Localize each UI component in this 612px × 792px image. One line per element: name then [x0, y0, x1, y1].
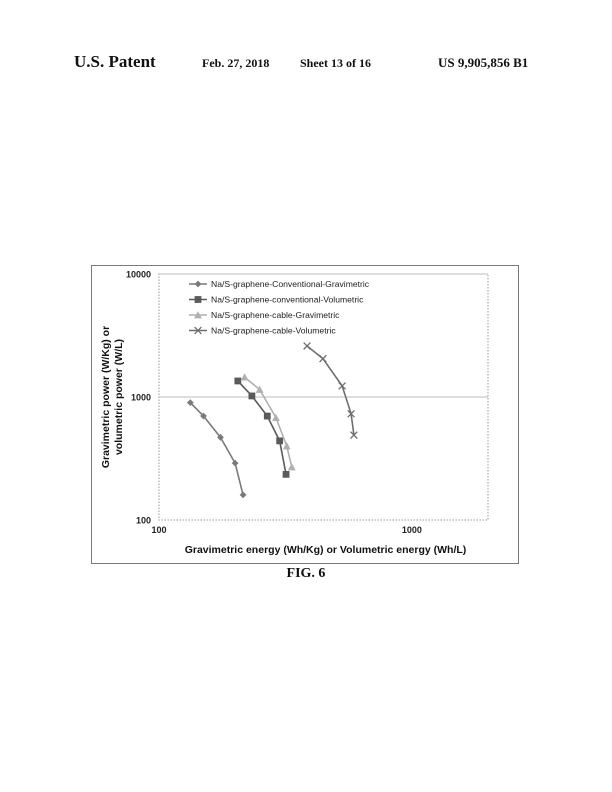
figure-frame: 100 1000 10000 100 1000 Gravimetric energy (W…	[91, 265, 519, 564]
data-point	[234, 377, 242, 385]
data-point	[240, 373, 249, 381]
legend-marker	[194, 311, 202, 319]
legend: Na/S-graphene-Conventional-Gravimetric Na…	[189, 279, 370, 336]
data-point	[282, 470, 290, 478]
data-point	[338, 382, 347, 390]
data-point	[248, 392, 256, 400]
data-point	[255, 385, 264, 393]
data-point	[272, 413, 280, 422]
series-1	[186, 399, 247, 499]
legend-label: Na/S-graphene-cable-Gravimetric	[211, 310, 340, 320]
series-3	[240, 373, 296, 471]
data-point	[319, 354, 327, 363]
patent-header: U.S. Patent Feb. 27, 2018 Sheet 13 of 16…	[0, 52, 612, 76]
x-marker-stroke	[350, 431, 358, 439]
x-marker-stroke	[303, 342, 311, 350]
legend-label: Na/S-graphene-Conventional-Gravimetric	[211, 279, 370, 289]
legend-marker	[194, 280, 202, 288]
data-point	[239, 491, 247, 499]
legend-label: Na/S-graphene-conventional-Volumetric	[211, 295, 364, 305]
sheet-number: Sheet 13 of 16	[300, 56, 371, 70]
y-axis-label-line: volumetric power (W/L)	[113, 339, 125, 455]
data-point	[347, 409, 355, 418]
patent-label: U.S. Patent	[74, 52, 156, 71]
x-axis-label: Gravimetric energy (Wh/Kg) or Volumetric…	[185, 544, 467, 556]
legend-marker	[194, 326, 202, 335]
data-point	[200, 412, 207, 420]
y-axis-label-line: Gravimetric power (W/Kg) or	[100, 326, 112, 468]
data-point	[287, 463, 296, 471]
data-point	[186, 399, 194, 407]
figure-caption: FIG. 6	[286, 566, 326, 581]
legend-marker	[194, 296, 202, 303]
data-point	[231, 459, 239, 467]
data-point	[350, 431, 358, 439]
data-point	[282, 442, 291, 450]
patent-number: US 9,905,856 B1	[438, 55, 529, 70]
x-marker-stroke	[347, 409, 355, 418]
series-2	[234, 377, 290, 478]
patent-date: Feb. 27, 2018	[202, 56, 270, 70]
x-marker-stroke	[319, 354, 327, 363]
x-tick-label: 100	[151, 525, 166, 535]
power-energy-chart: 100 1000 10000 100 1000 Gravimetric energy (W…	[100, 270, 489, 556]
data-point	[217, 433, 224, 441]
y-tick-label: 1000	[131, 393, 151, 403]
legend-label: Na/S-graphene-cable-Volumetric	[211, 326, 336, 336]
x-marker-stroke	[194, 326, 202, 335]
data-point	[276, 437, 284, 445]
data-point	[303, 342, 311, 350]
series-4	[303, 342, 358, 439]
y-tick-label: 10000	[126, 270, 151, 280]
x-tick-label: 1000	[402, 525, 422, 535]
x-marker-stroke	[338, 382, 347, 390]
data-point	[263, 412, 271, 420]
series-line	[189, 402, 244, 496]
y-tick-label: 100	[136, 516, 151, 526]
series-line	[306, 345, 355, 436]
series-line	[244, 376, 293, 468]
